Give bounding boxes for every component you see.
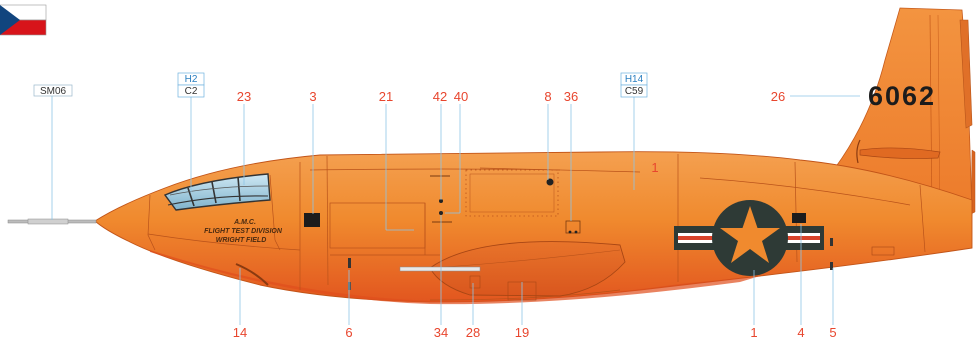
callout-1-body: 1 [651, 160, 658, 175]
panel-lines [147, 154, 926, 301]
nose-marking-line2: FLIGHT TEST DIVISION [204, 228, 283, 235]
callout-42: 42 [433, 89, 447, 104]
czech-flag-icon [0, 4, 47, 36]
callout-3: 3 [309, 89, 316, 104]
nose-marking-line3: WRIGHT FIELD [216, 237, 267, 244]
nose-markings: A.M.C. FLIGHT TEST DIVISION WRIGHT FIELD [204, 219, 283, 244]
callout-21: 21 [379, 89, 393, 104]
svg-text:SM06: SM06 [40, 86, 67, 97]
leader-lines [51, 95, 860, 325]
callout-28: 28 [466, 325, 480, 340]
tail-number: 6062 [868, 81, 936, 111]
callout-6: 6 [345, 325, 352, 340]
callout-14: 14 [233, 325, 247, 340]
vertical-tail [834, 7, 973, 221]
svg-text:H2: H2 [185, 74, 198, 85]
callout-40: 40 [454, 89, 468, 104]
access-panel [465, 169, 559, 217]
callout-26: 26 [771, 89, 785, 104]
star-insignia-icon [674, 200, 824, 276]
color-code-h14-c59: H14 C59 [620, 72, 648, 98]
callout-1-bottom: 1 [750, 325, 757, 340]
svg-text:H14: H14 [625, 74, 644, 85]
callout-19: 19 [515, 325, 529, 340]
black-panel-marker [304, 213, 320, 227]
color-code-h2-c2: H2 C2 [177, 72, 205, 98]
svg-text:C2: C2 [185, 86, 198, 97]
callout-36: 36 [564, 89, 578, 104]
horizontal-stabilizer [856, 139, 941, 164]
callout-4: 4 [797, 325, 804, 340]
color-code-sm06: SM06 [33, 84, 73, 97]
svg-text:C59: C59 [625, 86, 644, 97]
callout-8: 8 [544, 89, 551, 104]
nose-marking-line1: A.M.C. [233, 219, 256, 226]
callout-5: 5 [829, 325, 836, 340]
callout-34: 34 [434, 325, 448, 340]
callout-23: 23 [237, 89, 251, 104]
